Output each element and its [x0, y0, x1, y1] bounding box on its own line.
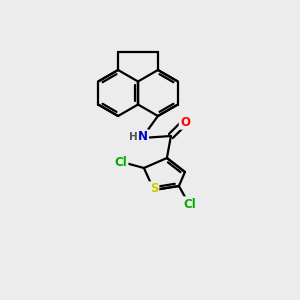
Text: H: H — [128, 132, 137, 142]
Text: N: N — [138, 130, 148, 143]
Text: O: O — [180, 116, 190, 128]
Text: Cl: Cl — [184, 197, 196, 211]
Text: S: S — [150, 182, 158, 196]
Text: Cl: Cl — [115, 155, 127, 169]
